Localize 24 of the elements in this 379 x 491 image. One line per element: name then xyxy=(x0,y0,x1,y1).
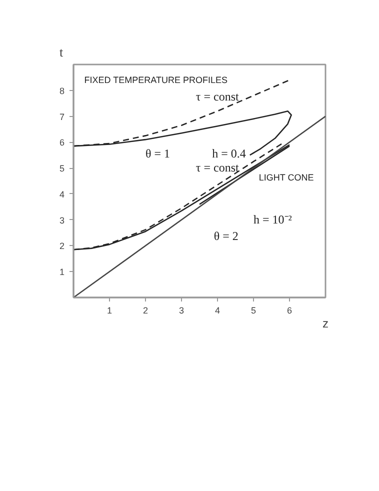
y-tick-label: 1 xyxy=(59,267,65,278)
annotation: τ = const xyxy=(196,89,240,104)
annotation: h = 10⁻² xyxy=(254,212,292,226)
annotation: θ = 1 xyxy=(146,146,170,160)
annotation: τ = const xyxy=(196,160,240,175)
y-axis-title: t xyxy=(60,44,64,60)
y-tick-label: 8 xyxy=(59,86,65,96)
y-tick-label: 3 xyxy=(59,215,65,226)
y-tick-label: 7 xyxy=(59,112,65,122)
annotation: LIGHT CONE xyxy=(258,172,314,182)
x-tick-label: 2 xyxy=(142,306,148,316)
x-axis-title: z xyxy=(322,316,328,330)
annotation: FIXED TEMPERATURE PROFILES xyxy=(84,75,228,86)
x-tick-label: 1 xyxy=(106,306,112,316)
x-tick-label: 4 xyxy=(214,306,220,316)
y-tick-label: 4 xyxy=(59,189,65,200)
x-tick-label: 6 xyxy=(286,306,292,316)
annotation: θ = 2 xyxy=(214,229,238,244)
y-tick-label: 6 xyxy=(59,138,65,148)
y-tick-label: 5 xyxy=(59,164,65,174)
y-tick-label: 2 xyxy=(59,241,65,252)
x-tick-label: 3 xyxy=(178,306,184,316)
annotation: h = 0.4 xyxy=(212,146,246,160)
x-tick-label: 5 xyxy=(250,306,256,316)
